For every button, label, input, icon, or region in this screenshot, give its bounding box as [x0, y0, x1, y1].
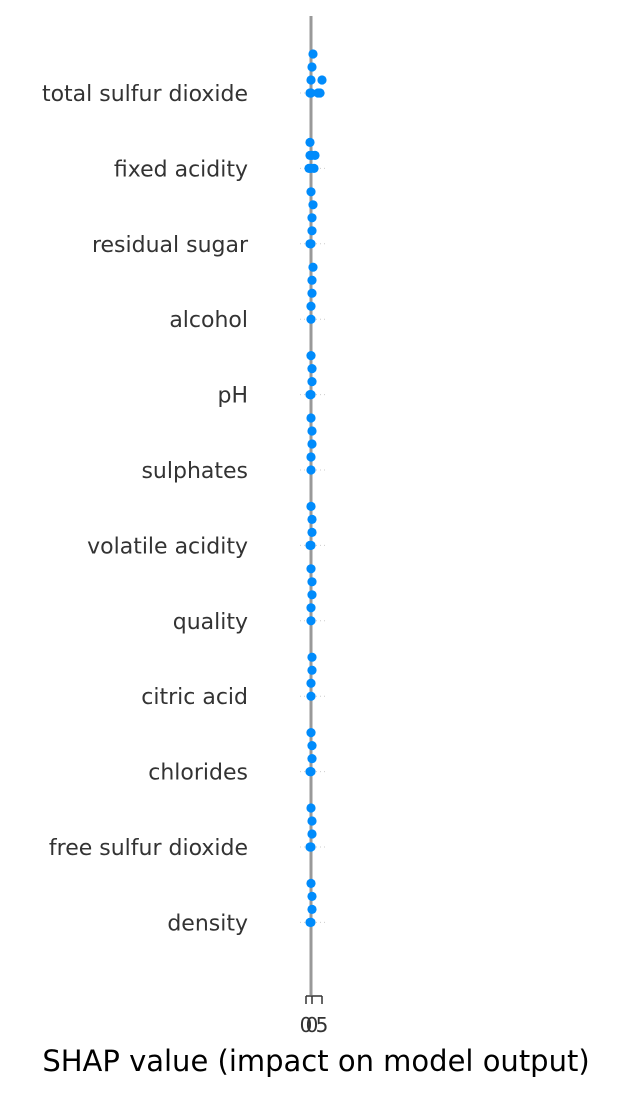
shap-point [306, 452, 316, 462]
feature-label: chlorides [148, 761, 248, 786]
shap-point [317, 75, 327, 85]
shap-point [306, 564, 316, 574]
shap-point [306, 501, 316, 511]
shap-point [306, 917, 316, 928]
shap-point [307, 426, 317, 436]
shap-point [306, 803, 316, 813]
shap-point [306, 390, 316, 400]
shap-point [307, 364, 317, 374]
shap-point [309, 163, 319, 173]
shap-point [307, 816, 317, 826]
shap-point [307, 527, 317, 538]
shap-point [306, 842, 316, 852]
x-tick-label: 0 [306, 1013, 319, 1037]
shap-point [307, 652, 317, 662]
feature-label: pH [217, 384, 248, 409]
x-axis-title: SHAP value (impact on model output) [42, 1044, 589, 1078]
feature-label: residual sugar [92, 233, 249, 258]
x-axis: 005 [300, 995, 329, 1037]
shap-point [306, 351, 316, 361]
feature-label: total sulfur dioxide [42, 82, 248, 107]
shap-point [308, 200, 318, 210]
shap-point [307, 741, 317, 751]
shap-point [306, 413, 316, 423]
feature-label: citric acid [141, 685, 248, 710]
feature-label: free sulfur dioxide [49, 836, 248, 861]
shap-point [310, 150, 320, 160]
shap-point [306, 301, 316, 311]
shap-point [306, 878, 316, 889]
shap-point [308, 262, 318, 272]
shap-point [307, 514, 317, 525]
shap-point [307, 439, 317, 449]
shap-point [307, 213, 317, 223]
shap-point [306, 540, 316, 551]
data-points [304, 49, 327, 928]
shap-point [307, 577, 317, 587]
shap-point [307, 62, 317, 72]
shap-point [307, 665, 317, 675]
shap-point [306, 603, 316, 613]
x-tick-label: 5 [316, 1013, 329, 1037]
shap-point [307, 377, 317, 387]
shap-point [306, 616, 316, 626]
shap-point [306, 187, 316, 197]
shap-point [307, 754, 317, 764]
x-tick-label: 0 [300, 1013, 313, 1037]
shap-point [307, 288, 317, 298]
shap-point [306, 728, 316, 738]
shap-point [305, 88, 315, 98]
shap-point [306, 691, 316, 701]
feature-label: density [167, 911, 248, 936]
shap-point [307, 275, 317, 285]
feature-label: alcohol [169, 308, 248, 333]
shap-point [307, 904, 317, 915]
shap-point [306, 239, 316, 249]
feature-label: quality [173, 610, 248, 635]
shap-point [306, 314, 316, 324]
shap-point [306, 465, 316, 475]
shap-point [305, 137, 315, 147]
feature-label: volatile acidity [87, 534, 248, 559]
shap-point [306, 678, 316, 688]
feature-label: sulphates [141, 459, 248, 484]
shap-point [307, 829, 317, 839]
shap-point [307, 891, 317, 902]
shap-point [308, 49, 318, 59]
shap-point [306, 767, 316, 777]
shap-point [307, 590, 317, 600]
feature-labels: total sulfur dioxide fixed acidity residua… [42, 82, 249, 936]
feature-label: fixed acidity [114, 157, 248, 182]
shap-point [315, 88, 325, 98]
shap-point [307, 226, 317, 236]
shap-point [306, 75, 316, 85]
